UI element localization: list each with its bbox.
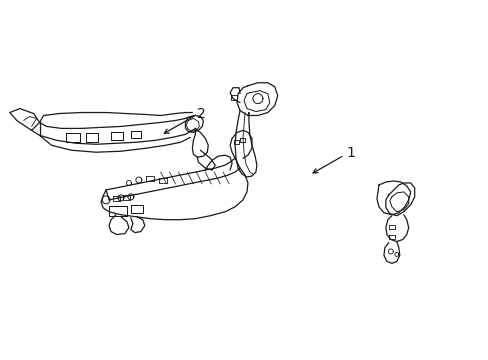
Text: 1: 1	[346, 146, 354, 160]
Text: 2: 2	[197, 107, 206, 121]
